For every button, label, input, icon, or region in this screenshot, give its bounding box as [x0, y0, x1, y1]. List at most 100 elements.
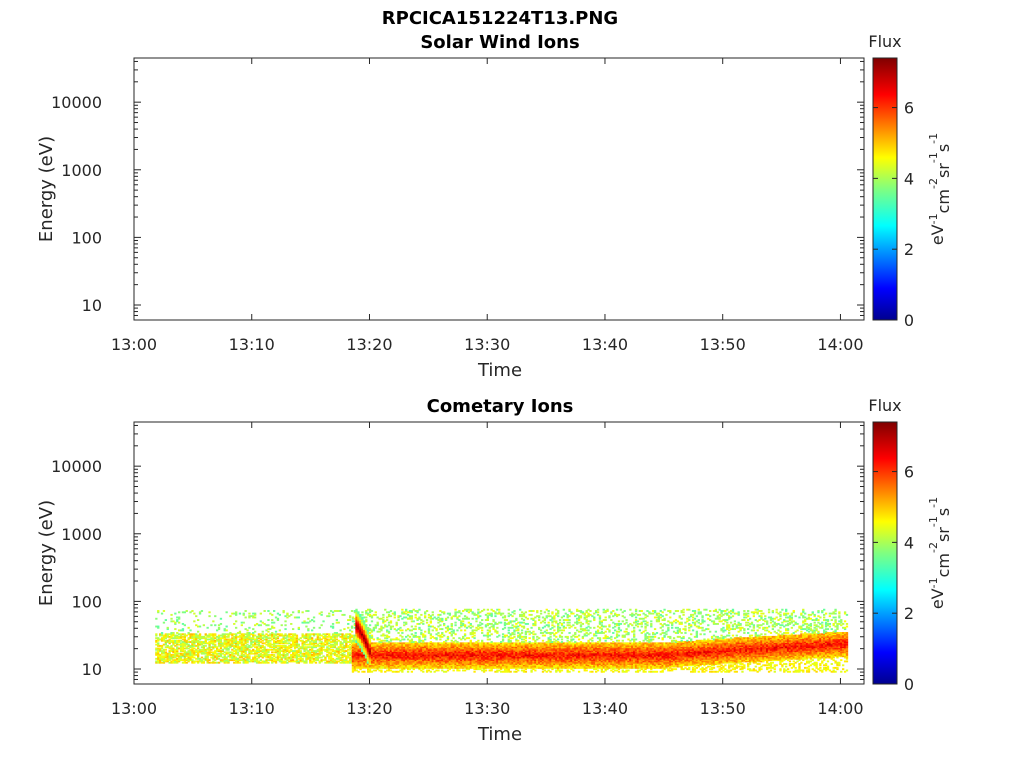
heatmap-cell [259, 612, 262, 615]
heatmap-cell [380, 642, 383, 645]
heatmap-cell [326, 641, 329, 643]
heatmap-cell [208, 646, 211, 649]
heatmap-cell [410, 653, 414, 656]
heatmap-cell [509, 634, 512, 637]
heatmap-cell [229, 642, 232, 645]
heatmap-cell [343, 661, 346, 664]
heatmap-cell [501, 638, 505, 641]
heatmap-cell [441, 655, 444, 658]
heatmap-cell [515, 656, 518, 659]
heatmap-cell [345, 633, 348, 636]
heatmap-cell [547, 624, 550, 627]
heatmap-cell [250, 642, 253, 645]
heatmap-cell [198, 611, 202, 614]
heatmap-cell [412, 642, 415, 645]
heatmap-cell [545, 670, 548, 673]
heatmap-cell [172, 647, 175, 650]
heatmap-cell [293, 652, 297, 655]
heatmap-cell [405, 608, 408, 611]
heatmap-cell [473, 629, 476, 632]
heatmap-cell [389, 664, 393, 667]
heatmap-cell [176, 637, 179, 640]
heatmap-cell [181, 648, 185, 651]
heatmap-cell [339, 642, 342, 645]
heatmap-cell [515, 666, 518, 669]
heatmap-cell [467, 650, 471, 653]
heatmap-cell [303, 635, 306, 638]
heatmap-cell [341, 635, 344, 638]
heatmap-cell [257, 641, 261, 643]
heatmap-cell [435, 659, 438, 662]
heatmap-cell [399, 646, 402, 649]
heatmap-cell [425, 610, 429, 612]
heatmap-cell [284, 639, 287, 642]
heatmap-cell [496, 612, 499, 615]
heatmap-cell [405, 643, 408, 646]
heatmap-cell [481, 626, 484, 629]
heatmap-cell [391, 660, 395, 663]
heatmap-cell [252, 660, 255, 663]
heatmap-cell [157, 653, 160, 656]
heatmap-cell [351, 653, 355, 656]
heatmap-cell [389, 626, 393, 629]
heatmap-cell [469, 639, 472, 642]
heatmap-cell [397, 615, 400, 618]
heatmap-cell [316, 638, 319, 641]
heatmap-cell [261, 642, 264, 645]
heatmap-cell [339, 659, 342, 662]
heatmap-cell [424, 648, 427, 651]
heatmap-cell [174, 612, 177, 615]
heatmap-cell [452, 641, 455, 643]
heatmap-cell [189, 641, 192, 643]
heatmap-cell [345, 659, 348, 662]
heatmap-cell [539, 651, 543, 654]
heatmap-cell [454, 639, 457, 642]
heatmap-cell [532, 638, 535, 641]
heatmap-cell [471, 661, 474, 664]
heatmap-cell [460, 620, 463, 623]
heatmap-cell [357, 648, 360, 651]
heatmap-cell [276, 648, 280, 651]
heatmap-cell [395, 621, 398, 624]
heatmap-cell [303, 643, 306, 646]
heatmap-cell [406, 652, 410, 655]
heatmap-cell [460, 652, 463, 655]
heatmap-cell [234, 660, 238, 663]
heatmap-cell [488, 644, 491, 647]
heatmap-cell [170, 650, 173, 653]
heatmap-cell [179, 653, 183, 656]
heatmap-cell [269, 637, 272, 640]
heatmap-cell [290, 650, 293, 653]
heatmap-cell [425, 621, 429, 624]
heatmap-cell [420, 633, 423, 636]
heatmap-cell [215, 629, 219, 632]
heatmap-cell [370, 630, 374, 633]
heatmap-cell [517, 644, 520, 647]
heatmap-cell [418, 660, 421, 663]
heatmap-cell [496, 651, 499, 654]
heatmap-cell [439, 643, 442, 646]
heatmap-cell [463, 663, 467, 665]
heatmap-cell [410, 643, 414, 646]
heatmap-cell [225, 661, 228, 664]
heatmap-cell [513, 635, 516, 638]
heatmap-cell [386, 629, 389, 632]
heatmap-cell [479, 652, 482, 655]
heatmap-cell [418, 641, 421, 643]
heatmap-cell [541, 651, 545, 654]
heatmap-cell [196, 619, 200, 621]
heatmap-cell [488, 646, 491, 649]
heatmap-cell [314, 642, 318, 645]
heatmap-cell [507, 665, 510, 668]
heatmap-cell [382, 651, 385, 654]
heatmap-cell [422, 653, 425, 656]
heatmap-cell [271, 619, 274, 621]
heatmap-cell [517, 655, 520, 658]
heatmap-cell [335, 619, 338, 621]
heatmap-cell [439, 610, 442, 612]
heatmap-cell [176, 660, 179, 663]
heatmap-cell [382, 652, 385, 655]
heatmap-cell [345, 643, 348, 646]
heatmap-cell [473, 646, 476, 649]
heatmap-cell [309, 648, 312, 651]
